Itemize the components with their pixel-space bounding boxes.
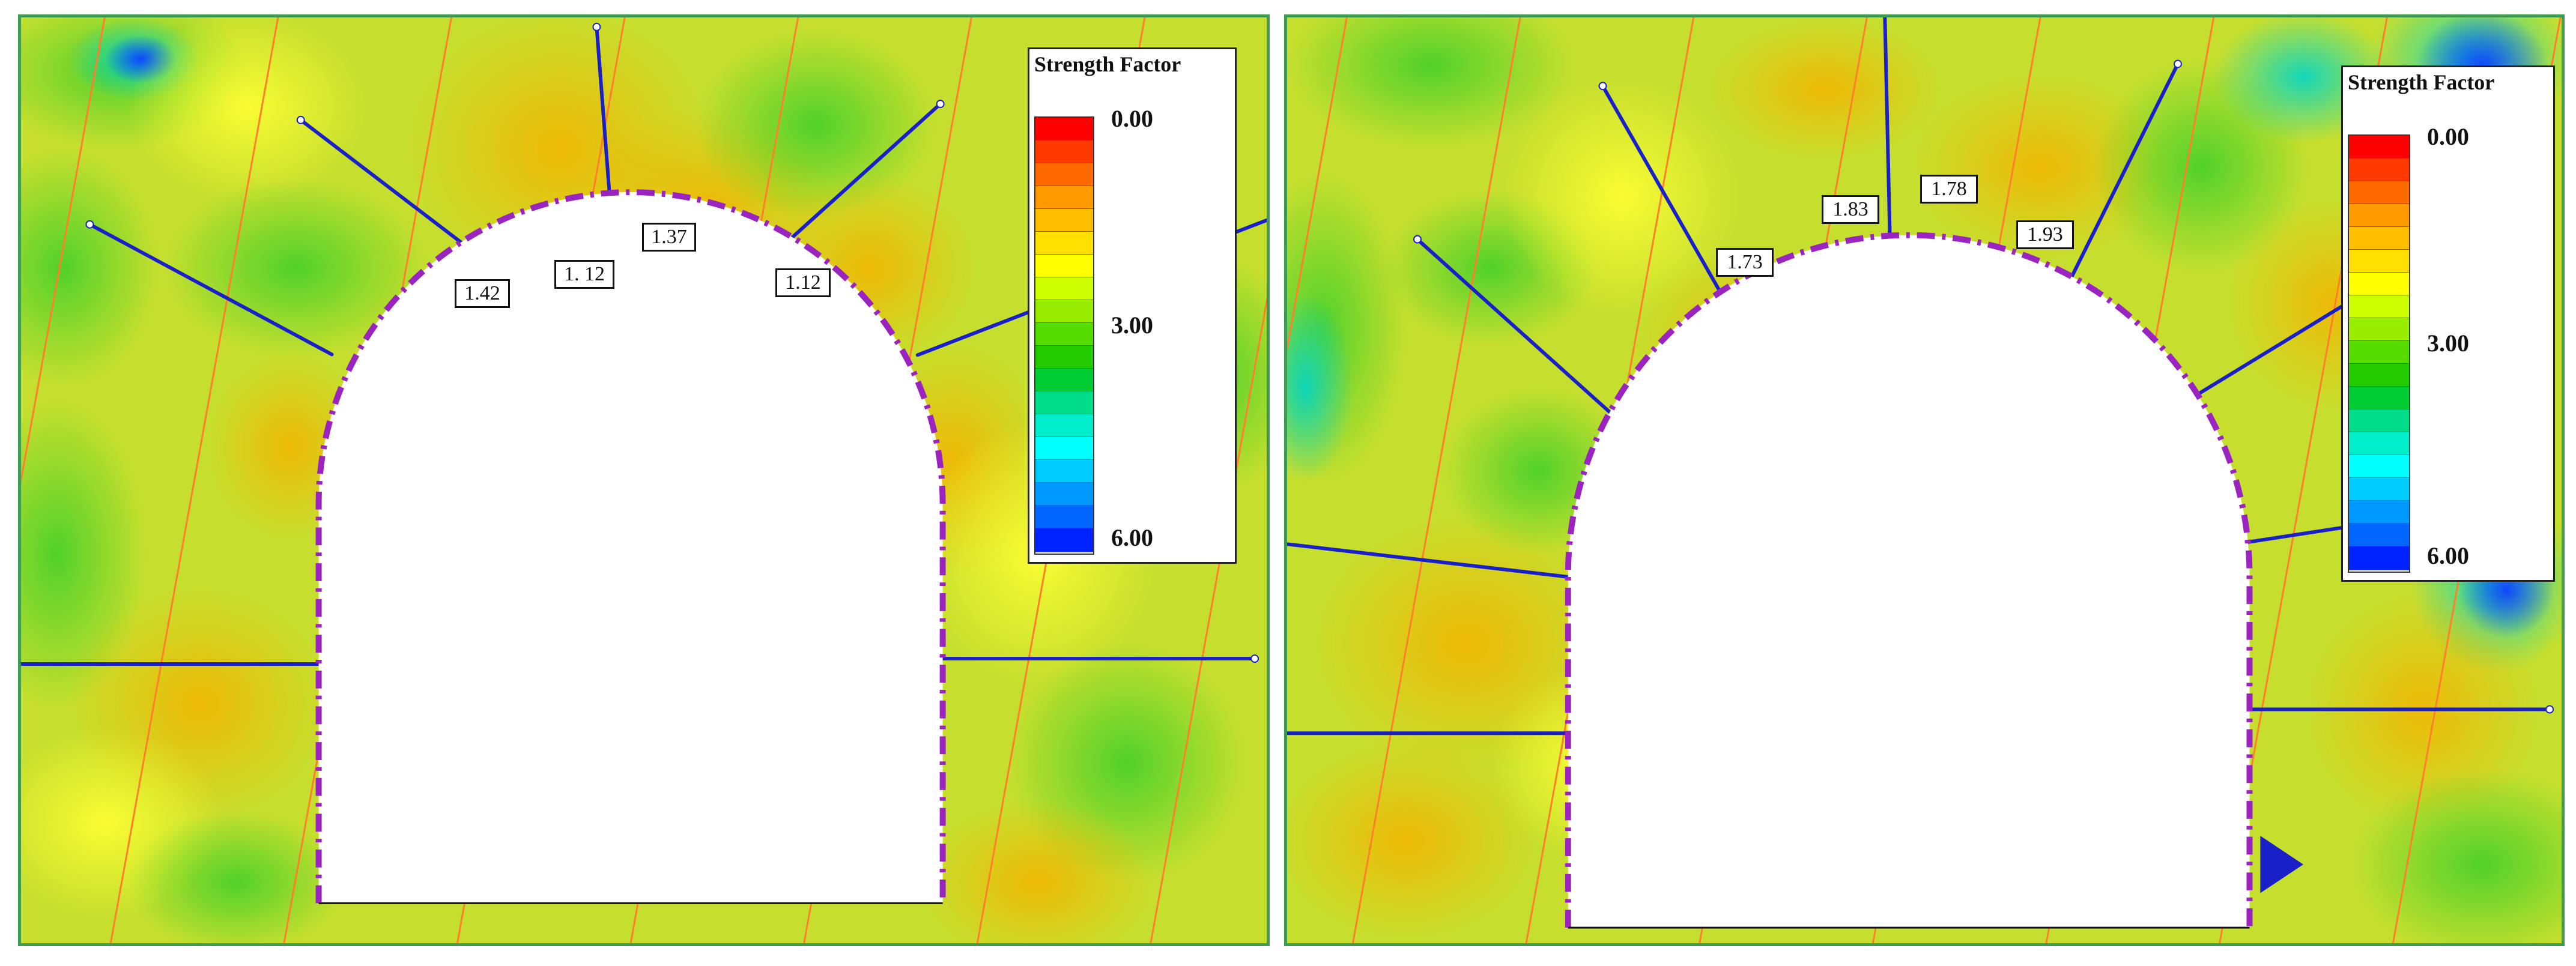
- legend-colorbar: [1034, 116, 1094, 555]
- bolt-ends: [85, 22, 1259, 663]
- contour-blotches: [1287, 17, 2562, 943]
- bolt-label: 1.93: [2016, 220, 2074, 249]
- tunnel-opening: [318, 192, 943, 904]
- bolt-label: 1.83: [1822, 195, 1879, 224]
- legend-colorbar: [2348, 134, 2410, 573]
- rock-bolts: [1287, 17, 2552, 735]
- legend-tick-min: 0.00: [1111, 105, 1153, 132]
- legend-tick-min: 0.00: [2427, 123, 2469, 150]
- legend-tick-max: 6.00: [1111, 524, 1153, 551]
- bolt-label: 1.12: [775, 268, 831, 297]
- strength-factor-plot-left: Strength Factor 0.00 3.00 6.00 1.42 1. 1…: [18, 14, 1270, 946]
- strength-factor-plot-right: Strength Factor 0.00 3.00 6.00 1.73 1.83…: [1284, 14, 2565, 946]
- tunnel-opening: [1568, 235, 2250, 928]
- legend-title: Strength Factor: [2348, 70, 2495, 94]
- bolt-label: 1. 12: [554, 260, 614, 289]
- tunnel-liner: [315, 189, 946, 904]
- legend-tick-max: 6.00: [2427, 542, 2469, 569]
- bolt-label: 1.78: [1920, 175, 1978, 204]
- bolt-label: 1.37: [642, 223, 696, 252]
- bolt-label: 1.73: [1716, 248, 1774, 277]
- support-marker: [2260, 836, 2304, 893]
- strength-factor-legend: Strength Factor 0.00 3.00 6.00: [1028, 47, 1237, 564]
- strength-factor-legend: Strength Factor 0.00 3.00 6.00: [2341, 65, 2555, 582]
- legend-tick-mid: 3.00: [1111, 312, 1153, 339]
- bolt-label: 1.42: [455, 279, 510, 308]
- legend-title: Strength Factor: [1034, 52, 1181, 76]
- tunnel-liner: [1565, 232, 2253, 928]
- bolt-ends: [1413, 59, 2554, 714]
- legend-tick-mid: 3.00: [2427, 330, 2469, 357]
